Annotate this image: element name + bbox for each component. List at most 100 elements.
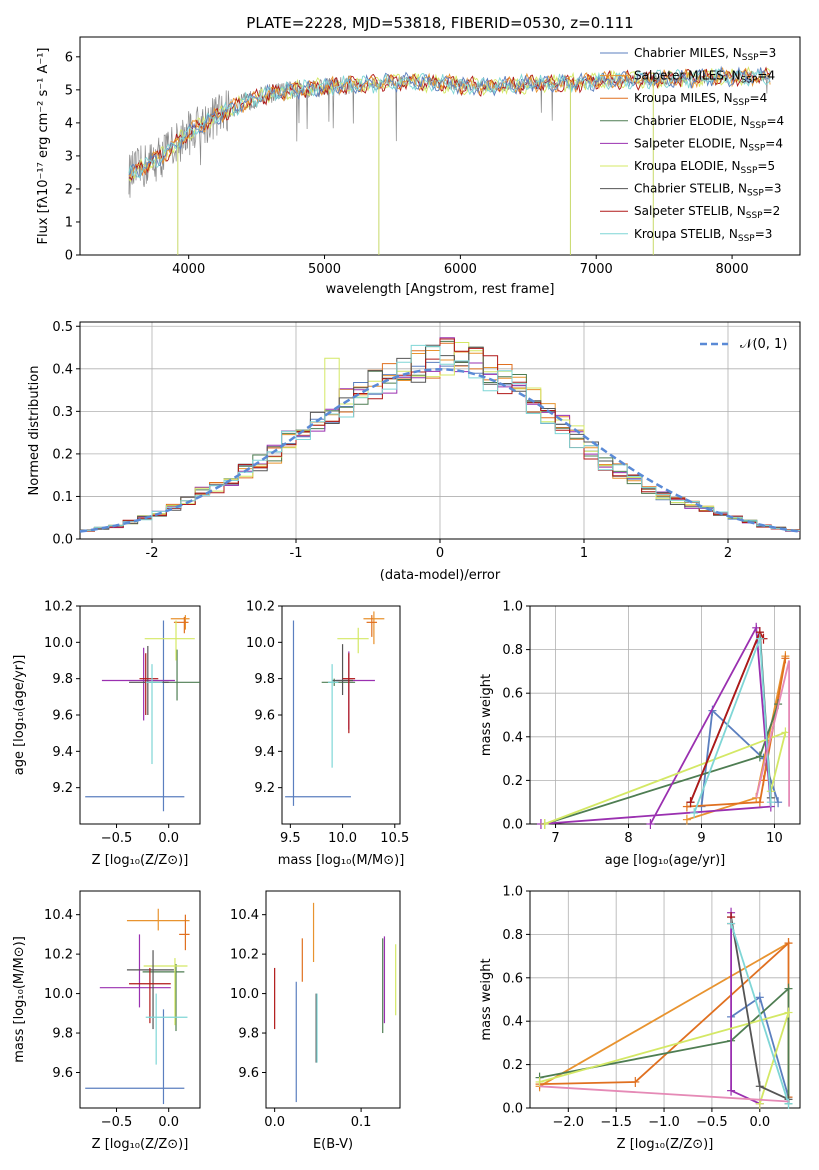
x-tick-label: 2: [724, 546, 732, 561]
axes-frame: [529, 890, 801, 1109]
x-axis-label: Z [log₁₀(Z/Z⊙)]: [92, 853, 189, 868]
mass-weight-line: [539, 942, 789, 1088]
spectrum-data-line: [128, 70, 771, 198]
x-axis-label: Z [log₁₀(Z/Z⊙)]: [92, 1137, 189, 1152]
spectrum-model-line: [128, 68, 771, 179]
y-tick-label: 6: [65, 50, 73, 65]
y-tick-label: 0.0: [502, 818, 523, 833]
y-tick-label: 3: [65, 149, 73, 164]
y-tick-label: 9.4: [254, 745, 275, 760]
x-tick-label: 0: [436, 546, 444, 561]
y-tick-label: 9.8: [254, 672, 275, 687]
y-tick-label: 0.5: [52, 320, 73, 335]
y-axis-label: mass weight: [479, 674, 494, 756]
y-tick-label: 10.2: [246, 600, 275, 615]
x-axis-label: wavelength [Angstrom, rest frame]: [326, 282, 555, 297]
y-tick-label: 0.8: [502, 928, 523, 943]
legend-entry: Chabrier ELODIE, NSSP=4: [634, 114, 784, 131]
y-tick-label: 0.0: [502, 1102, 523, 1117]
x-tick-label: 0.0: [158, 1115, 179, 1130]
y-tick-label: 1.0: [502, 600, 523, 615]
x-tick-label: 1: [580, 546, 588, 561]
x-tick-label: 4000: [172, 262, 205, 277]
x-tick-label: 0.0: [749, 1115, 770, 1130]
x-tick-label: −0.5: [101, 831, 133, 846]
y-tick-label: 0.3: [52, 405, 73, 420]
y-tick-label: 10.0: [44, 636, 73, 651]
y-tick-label: 10.0: [230, 987, 259, 1002]
x-tick-label: 0.0: [264, 1115, 285, 1130]
x-tick-label: 10: [766, 831, 783, 846]
mass-weight-line: [730, 923, 790, 1104]
x-tick-label: 5000: [308, 262, 341, 277]
x-tick-label: 8000: [716, 262, 749, 277]
axes-frame: [79, 890, 201, 1109]
legend-entry: Kroupa STELIB, NSSP=3: [634, 227, 772, 244]
y-axis-label: mass weight: [479, 958, 494, 1040]
y-tick-label: 9.6: [52, 1066, 73, 1081]
x-tick-label: 9.5: [280, 831, 301, 846]
y-tick-label: 0.4: [502, 730, 523, 745]
y-tick-label: 10.2: [44, 600, 73, 615]
x-tick-label: -1: [290, 546, 303, 561]
x-tick-label: 9: [697, 831, 705, 846]
histogram-step: [80, 342, 800, 532]
y-axis-label: Normed distribution: [27, 366, 42, 496]
x-tick-label: 7000: [580, 262, 613, 277]
y-tick-label: 0.2: [502, 1058, 523, 1073]
y-tick-label: 0.4: [502, 1015, 523, 1030]
y-tick-label: 9.8: [238, 1027, 259, 1042]
legend-entry: Kroupa ELODIE, NSSP=5: [634, 159, 775, 176]
y-tick-label: 10.0: [246, 636, 275, 651]
y-tick-label: 1.0: [502, 885, 523, 900]
x-tick-label: -2: [146, 546, 159, 561]
gaussian-curve: [79, 368, 801, 533]
y-tick-label: 9.6: [52, 709, 73, 724]
y-tick-label: 9.8: [52, 672, 73, 687]
y-tick-label: 0.2: [502, 774, 523, 789]
mass-weight-line: [539, 1085, 789, 1103]
legend-entry: Chabrier STELIB, NSSP=3: [634, 182, 782, 199]
x-tick-label: 7: [551, 831, 559, 846]
x-axis-label: Z [log₁₀(Z/Z⊙)]: [617, 1137, 714, 1152]
x-tick-label: −1.5: [600, 1115, 632, 1130]
y-tick-label: 9.4: [52, 745, 73, 760]
x-tick-label: 8: [624, 831, 632, 846]
y-tick-label: 9.6: [238, 1066, 259, 1081]
y-tick-label: 1: [65, 215, 73, 230]
legend-entry: Chabrier MILES, NSSP=3: [634, 46, 776, 63]
axes-frame: [265, 890, 401, 1109]
y-axis-label: mass [log₁₀(M/M⊙)]: [12, 936, 27, 1063]
y-tick-label: 10.4: [44, 908, 73, 923]
mass-weight-line: [544, 703, 779, 825]
y-tick-label: 9.2: [52, 781, 73, 796]
mass-weight-line: [755, 660, 790, 807]
y-tick-label: 0: [65, 249, 73, 264]
x-axis-label: (data-model)/error: [380, 568, 501, 583]
y-tick-label: 4: [65, 116, 73, 131]
y-tick-label: 9.2: [254, 781, 275, 796]
legend-entry: Salpeter STELIB, NSSP=2: [634, 204, 780, 221]
y-tick-label: 10.4: [230, 908, 259, 923]
legend-entry: 𝒩(0, 1): [740, 337, 787, 352]
y-tick-label: 0.1: [52, 490, 73, 505]
y-tick-label: 2: [65, 182, 73, 197]
y-tick-label: 0.6: [502, 971, 523, 986]
x-axis-label: mass [log₁₀(M/M⊙)]: [278, 853, 405, 868]
x-tick-label: −0.5: [101, 1115, 133, 1130]
x-tick-label: 6000: [444, 262, 477, 277]
y-tick-label: 10.2: [44, 948, 73, 963]
legend-entry: Kroupa MILES, NSSP=4: [634, 91, 767, 108]
figure-title: PLATE=2228, MJD=53818, FIBERID=0530, z=0…: [246, 14, 633, 32]
y-tick-label: 9.6: [254, 709, 275, 724]
mass-weight-line: [700, 708, 779, 807]
axes-frame: [529, 605, 801, 825]
y-axis-label: Flux [fλ10⁻¹⁷ erg cm⁻² s⁻¹ A⁻¹]: [36, 48, 51, 245]
legend-entry: Salpeter ELODIE, NSSP=4: [634, 136, 783, 153]
y-tick-label: 0.4: [52, 362, 73, 377]
y-tick-label: 0.2: [52, 447, 73, 462]
x-tick-label: 10.0: [328, 831, 357, 846]
axes-frame: [79, 36, 801, 256]
y-tick-label: 10.0: [44, 987, 73, 1002]
